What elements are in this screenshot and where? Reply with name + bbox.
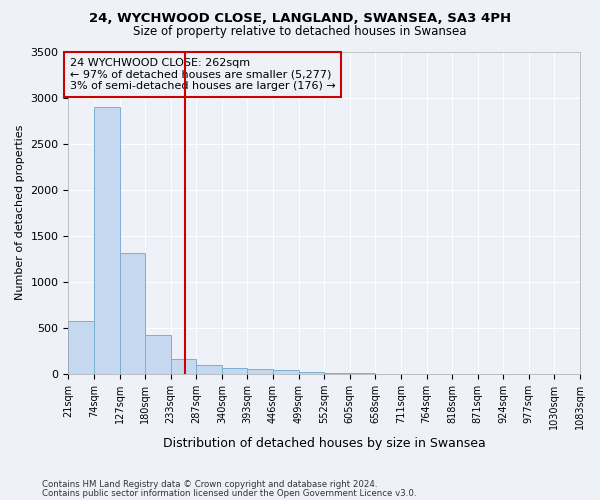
Bar [145, 336, 171, 374]
Bar [222, 368, 247, 374]
X-axis label: Distribution of detached houses by size in Swansea: Distribution of detached houses by size … [163, 437, 485, 450]
Text: Size of property relative to detached houses in Swansea: Size of property relative to detached ho… [133, 25, 467, 38]
Bar [68, 321, 94, 374]
Bar [273, 370, 299, 374]
Bar [94, 106, 119, 374]
Bar [299, 372, 324, 374]
Bar [171, 359, 196, 374]
Text: 24, WYCHWOOD CLOSE, LANGLAND, SWANSEA, SA3 4PH: 24, WYCHWOOD CLOSE, LANGLAND, SWANSEA, S… [89, 12, 511, 26]
Bar [247, 368, 273, 374]
Text: Contains HM Land Registry data © Crown copyright and database right 2024.: Contains HM Land Registry data © Crown c… [42, 480, 377, 489]
Y-axis label: Number of detached properties: Number of detached properties [15, 125, 25, 300]
Bar [324, 373, 350, 374]
Text: 24 WYCHWOOD CLOSE: 262sqm
← 97% of detached houses are smaller (5,277)
3% of sem: 24 WYCHWOOD CLOSE: 262sqm ← 97% of detac… [70, 58, 335, 91]
Text: Contains public sector information licensed under the Open Government Licence v3: Contains public sector information licen… [42, 488, 416, 498]
Bar [119, 253, 145, 374]
Bar [196, 366, 222, 374]
